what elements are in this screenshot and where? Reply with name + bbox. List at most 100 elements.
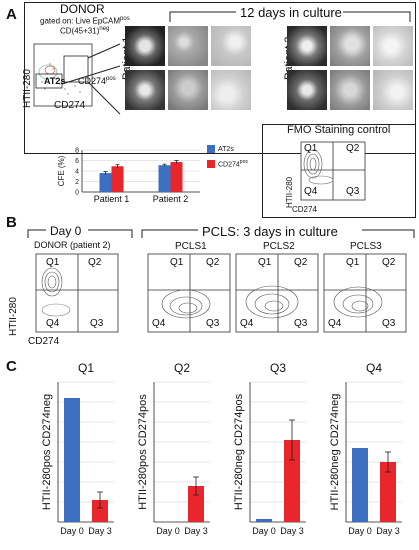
organoid-image-p2-4 — [287, 70, 327, 110]
panel-a-frame — [24, 2, 416, 154]
b-pcls1-q4: Q4 — [152, 318, 166, 329]
cfe-ytick-label: 6 — [75, 158, 79, 165]
quadrant-category-label: Day 3 — [376, 526, 400, 536]
panel-letter-c: C — [6, 358, 17, 375]
b-pcls2-q2: Q2 — [294, 257, 308, 268]
flow-plot-donor — [35, 253, 119, 333]
organoid-image-p1-5 — [168, 70, 208, 110]
cfe-chart: 0 2 4 6 8 CFE (%) Patient 1 Patient 2 — [57, 148, 200, 204]
cfe-ytick-label: 8 — [75, 148, 79, 155]
panel-letter-a: A — [6, 6, 17, 23]
b-pcls2-q1: Q1 — [258, 257, 272, 268]
quadrant-bar — [64, 398, 80, 522]
quadrant-chart-title: Q2 — [174, 361, 190, 375]
cfe-ytick-label: 0 — [75, 190, 79, 197]
quadrant-category-label: Day 3 — [184, 526, 208, 536]
legend-swatch-blue — [207, 145, 215, 153]
day0-bracket — [27, 229, 133, 238]
b-pcls2-q4: Q4 — [240, 318, 254, 329]
flow-plots-b — [35, 253, 407, 333]
organoid-image-p1-4 — [125, 70, 165, 110]
legend-label-cd274pos: CD274pos — [218, 159, 248, 169]
quadrant-category-label: Day 0 — [348, 526, 372, 536]
at2s-gate-label: AT2s — [44, 76, 66, 86]
b-donor-q3: Q3 — [90, 318, 104, 329]
b-y-axis-label: HTII-280 — [8, 297, 19, 336]
b-pcls1-q1: Q1 — [170, 257, 184, 268]
fmo-q3: Q3 — [346, 186, 360, 197]
organoid-image-p1-1 — [125, 26, 165, 66]
b-x-axis-label: CD274 — [28, 336, 60, 347]
organoid-image-p1-6 — [211, 70, 251, 110]
organoid-image-p2-1 — [287, 26, 327, 66]
quadrant-y-axis-label: HTII-280pos CD274neg — [41, 394, 53, 510]
b-pcls3-q1: Q1 — [346, 257, 360, 268]
organoid-image-p2-3 — [373, 26, 413, 66]
legend-item-at2s: AT2s — [207, 145, 248, 153]
donor-gating-plot — [33, 43, 121, 115]
donor-patient-label: DONOR (patient 2) — [34, 240, 111, 250]
quadrant-bar — [352, 448, 368, 522]
organoid-image-p2-2 — [330, 26, 370, 66]
fmo-q4: Q4 — [304, 186, 318, 197]
cfe-ytick-label: 2 — [75, 179, 79, 186]
b-donor-q2: Q2 — [88, 257, 102, 268]
pcls1-name: PCLS1 — [175, 241, 207, 252]
fmo-frame — [262, 124, 416, 218]
cfe-legend: AT2s CD274pos — [207, 145, 248, 168]
cd274pos-gate-label: CD274pos — [78, 76, 116, 86]
b-pcls3-q3: Q3 — [382, 318, 396, 329]
b-pcls3-q2: Q2 — [382, 257, 396, 268]
fmo-y-axis: HTII-280 — [285, 176, 294, 208]
b-pcls1-q2: Q2 — [206, 257, 220, 268]
b-pcls3-q4: Q4 — [328, 318, 342, 329]
cfe-bar — [158, 165, 171, 192]
culture-bracket — [169, 11, 411, 22]
flow-plot-pcls3 — [323, 253, 407, 333]
quadrant-bar — [188, 486, 204, 522]
pcls3-name: PCLS3 — [350, 241, 382, 252]
quadrant-chart-title: Q4 — [366, 361, 382, 375]
day0-title: Day 0 — [48, 224, 84, 238]
quadrant-y-axis-label: HTII-280neg CD274pos — [233, 393, 245, 510]
gating-line2: CD(45+31)neg — [60, 26, 110, 36]
cfe-category-label: Patient 2 — [153, 194, 189, 204]
cfe-category-label: Patient 1 — [94, 194, 130, 204]
legend-label-at2s: AT2s — [218, 145, 234, 153]
b-donor-q1: Q1 — [46, 257, 60, 268]
quadrant-bar — [256, 519, 272, 522]
quadrant-y-axis-label: HTII-280neg CD274neg — [329, 394, 341, 511]
fmo-q2: Q2 — [346, 143, 360, 154]
pcls2-name: PCLS2 — [263, 241, 295, 252]
quadrant-y-axis-label: HTII-280pos CD274pos — [137, 394, 149, 510]
flow-plot-pcls1 — [147, 253, 231, 333]
fmo-x-axis: CD274 — [292, 205, 317, 214]
quadrant-category-label: Day 0 — [60, 526, 84, 536]
quadrant-bar — [380, 462, 396, 522]
flow-plot-pcls2 — [235, 253, 319, 333]
quadrant-chart-title: Q3 — [270, 361, 286, 375]
legend-item-cd274pos: CD274pos — [207, 159, 248, 168]
pcls-title: PCLS: 3 days in culture — [200, 224, 340, 239]
panel-letter-b: B — [6, 214, 17, 231]
cfe-bar — [99, 173, 112, 192]
cfe-y-axis-label: CFE (%) — [57, 155, 66, 186]
cfe-ytick-label: 4 — [75, 169, 79, 176]
quadrant-chart-title: Q1 — [78, 361, 94, 375]
quadrant-category-label: Day 3 — [88, 526, 112, 536]
fmo-plot — [300, 141, 366, 201]
legend-swatch-red — [207, 159, 215, 168]
donor-title: DONOR — [60, 2, 105, 16]
b-donor-q4: Q4 — [46, 318, 60, 329]
fmo-title: FMO Staining control — [287, 124, 391, 136]
culture-title: 12 days in culture — [238, 5, 344, 20]
pcls-bracket — [141, 229, 415, 238]
gating-x-axis-label: CD274 — [54, 100, 86, 111]
organoid-image-p2-6 — [373, 70, 413, 110]
organoid-image-p1-3 — [211, 26, 251, 66]
quadrant-bar-charts: Q1 HTII-280pos CD274neg Day 0 Day 3 Q2 HTII-2… — [41, 361, 402, 536]
gating-text: gated on: Live EpCAMpos — [40, 16, 130, 26]
quadrant-category-label: Day 0 — [156, 526, 180, 536]
quadrant-category-label: Day 3 — [280, 526, 304, 536]
cfe-bar — [111, 166, 124, 192]
